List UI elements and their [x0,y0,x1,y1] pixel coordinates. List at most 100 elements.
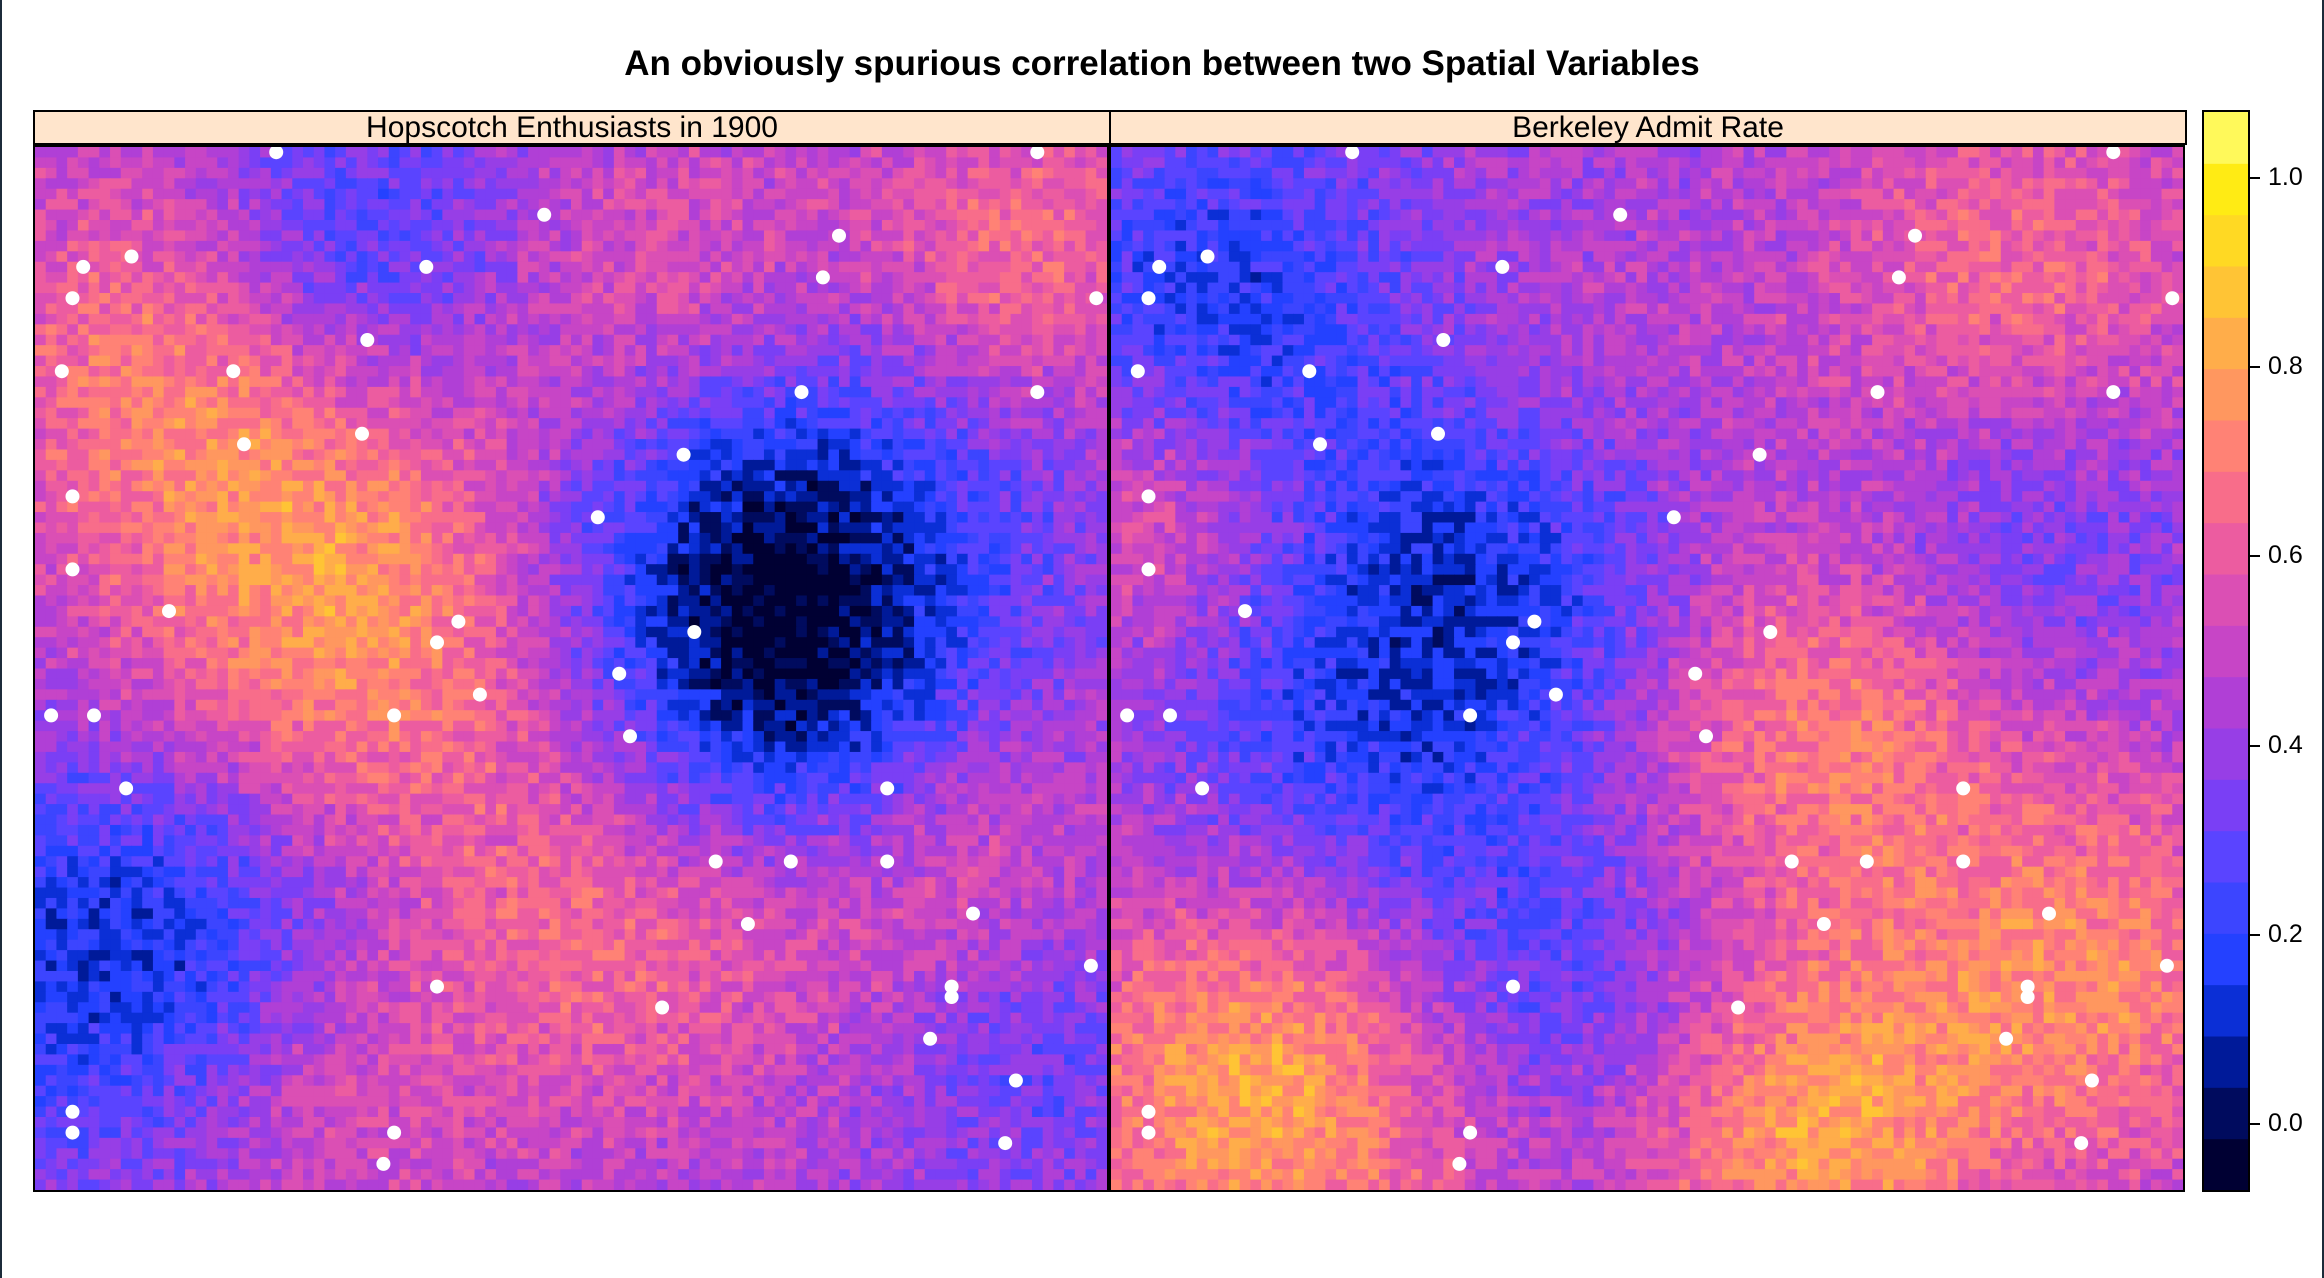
heatmap-cell [399,553,411,565]
heatmap-cell [742,626,754,638]
heatmap-cell [881,293,894,305]
heatmap-cell [978,376,990,388]
heatmap-cell [77,543,90,555]
heatmap-cell [828,595,840,607]
heatmap-cell [1021,637,1033,649]
heatmap-cell [763,522,776,534]
heatmap-cell [142,345,154,357]
heatmap-cell [817,157,829,169]
heatmap-cell [303,658,315,670]
heatmap-cell [849,230,862,242]
heatmap-cell [142,501,154,513]
heatmap-cell [806,188,819,200]
heatmap-cell [774,366,786,378]
heatmap-cell [35,345,47,357]
heatmap-cell [313,366,326,378]
heatmap-cell [495,167,508,179]
heatmap-cell [238,574,250,586]
heatmap-cell [45,147,58,159]
heatmap-cell [828,564,840,576]
heatmap-cell [721,491,733,503]
heatmap-cell [839,355,851,367]
heatmap-cell [410,501,422,513]
heatmap-cell [603,512,615,524]
heatmap-cell [860,178,872,190]
heatmap-cell [710,637,722,649]
heatmap-cell [517,637,529,649]
heatmap-cell [227,439,240,451]
heatmap-cell [1074,480,1087,492]
heatmap-cell [796,355,808,367]
heatmap-cell [292,501,304,513]
heatmap-cell [238,366,250,378]
heatmap-cell [110,626,122,638]
heatmap-cell [796,178,808,190]
heatmap-cell [806,626,819,638]
heatmap-cell [967,272,979,284]
heatmap-cell [978,240,990,252]
heatmap-cell [1021,147,1033,159]
heatmap-cell [956,595,969,607]
heatmap-cell [99,459,111,471]
heatmap-cell [260,167,272,179]
heatmap-cell [806,595,819,607]
heatmap-cell [860,449,872,461]
heatmap-cell [796,501,808,513]
heatmap-cell [935,459,947,471]
heatmap-cell [378,439,390,451]
heatmap-cell [1064,272,1076,284]
heatmap-cell [249,376,261,388]
heatmap-cell [1064,439,1076,451]
heatmap-cell [324,543,336,555]
heatmap-cell [613,386,626,398]
panel-strip-hopscotch: Hopscotch Enthusiasts in 1900 [33,110,1111,145]
heatmap-cell [356,449,368,461]
heatmap-cell [1053,616,1065,628]
heatmap-cell [110,532,122,544]
heatmap-cell [378,564,390,576]
heatmap-cell [1074,188,1087,200]
heatmap-cell [989,167,1001,179]
heatmap-cell [978,261,990,273]
heatmap-cell [292,605,304,617]
heatmap-cell [538,147,551,159]
heatmap-cell [420,647,433,659]
heatmap-cell [624,595,636,607]
heatmap-cell [742,220,754,232]
heatmap-cell [420,167,433,179]
heatmap-cell [914,167,926,179]
heatmap-cell [860,355,872,367]
heatmap-cell [796,272,808,284]
heatmap-cell [549,564,561,576]
heatmap-cell [806,376,819,388]
heatmap-cell [378,261,390,273]
heatmap-cell [345,209,358,221]
heatmap-cell [528,605,540,617]
heatmap-cell [849,626,862,638]
heatmap-cell [871,261,883,273]
heatmap-cell [967,240,979,252]
heatmap-cell [528,324,540,336]
heatmap-cell [903,167,915,179]
heatmap-cell [892,303,904,315]
heatmap-cell [313,543,326,555]
heatmap-cell [35,220,47,232]
heatmap-cell [817,595,829,607]
heatmap-cell [324,188,336,200]
heatmap-cell [753,188,765,200]
heatmap-cell [217,616,229,628]
heatmap-cell [935,647,947,659]
heatmap-cell [142,532,154,544]
heatmap-cell [796,574,808,586]
heatmap-cell [699,595,711,607]
heatmap-cell [292,595,304,607]
heatmap-cell [678,553,690,565]
heatmap-cell [281,564,293,576]
heatmap-cell [420,293,433,305]
heatmap-cell [914,397,926,409]
heatmap-cell [249,209,261,221]
heatmap-cell [506,251,518,263]
heatmap-cell [667,272,679,284]
heatmap-cell [613,188,626,200]
heatmap-cell [785,616,797,628]
